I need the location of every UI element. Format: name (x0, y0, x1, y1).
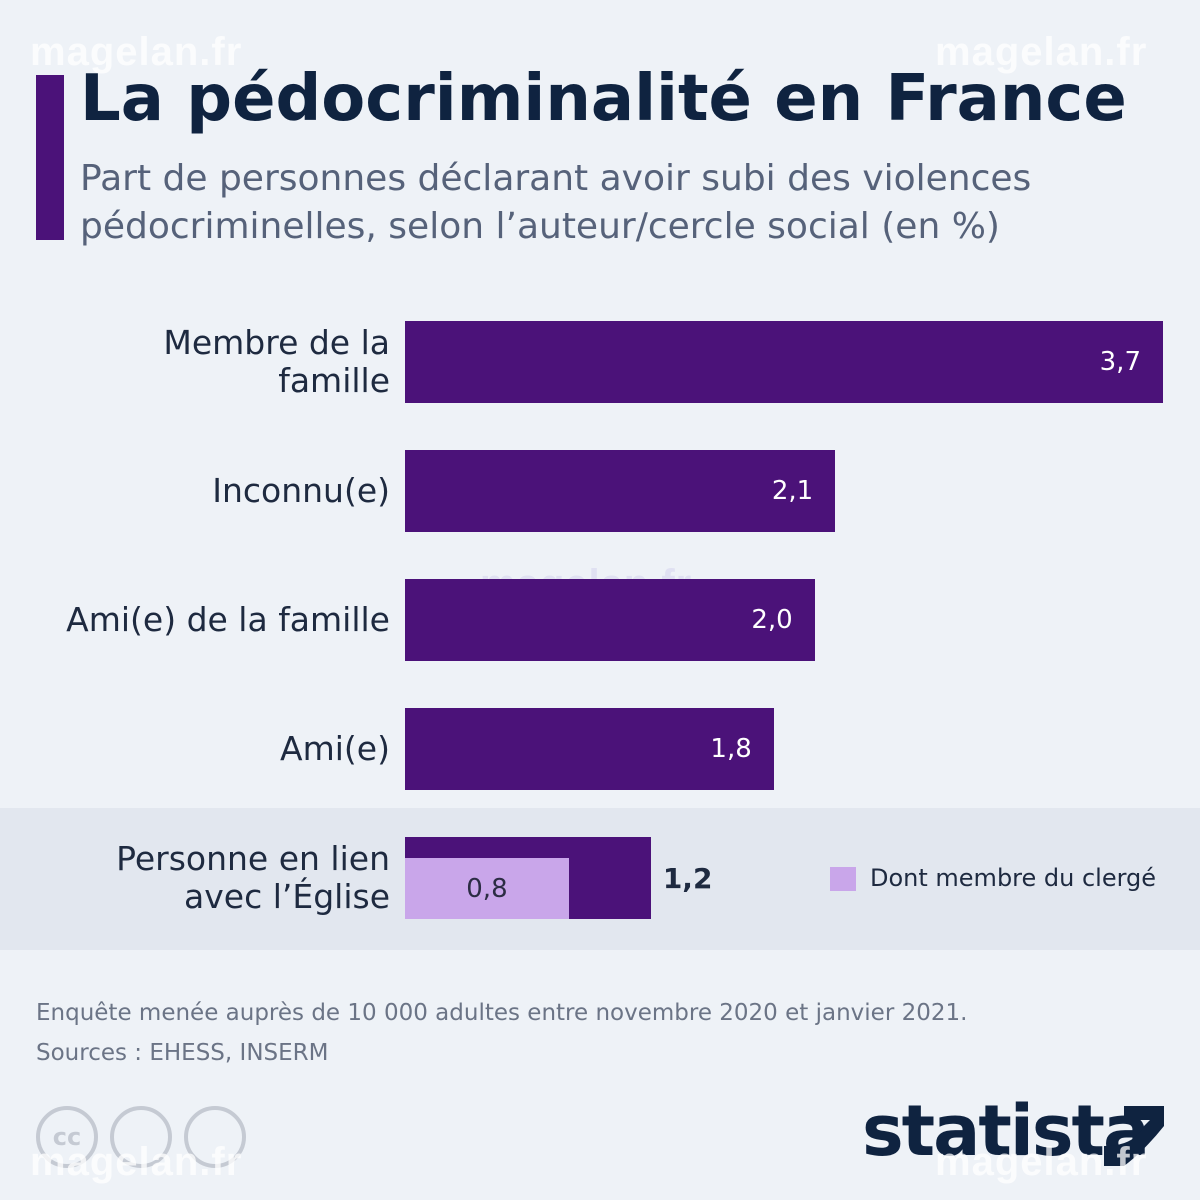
chart-subtitle: Part de personnes déclarant avoir subi d… (80, 158, 1032, 247)
legend-swatch (830, 867, 856, 891)
logo-mark (1104, 1106, 1164, 1166)
value-label: 1,2 (662, 861, 713, 895)
title-stripe (36, 75, 64, 240)
bar (405, 579, 815, 661)
bar (405, 321, 1163, 403)
category-label: Inconnu(e) (212, 471, 390, 510)
chart-title: La pédocriminalité en France (80, 62, 1127, 136)
legend-label: Dont membre du clergé (870, 864, 1157, 892)
logo: statista (862, 1090, 1150, 1172)
by-icon (110, 1106, 172, 1168)
watermark: magelan.fr (30, 30, 243, 74)
value-label: 3,7 (1099, 347, 1141, 377)
bar (405, 858, 569, 919)
license-icon: cc (36, 1106, 98, 1168)
value-label: 2,1 (771, 476, 814, 506)
bar (405, 450, 836, 532)
value-label: 0,8 (466, 873, 508, 904)
footer-source: Sources : EHESS, INSERM (36, 1040, 329, 1066)
category-label: Membre de la famille (163, 323, 390, 400)
value-label: 1,8 (710, 734, 752, 764)
watermark: magelan.fr (935, 30, 1148, 74)
watermark: magelan.fr (30, 1140, 243, 1184)
category-label: Personne en lien avec l’Église (116, 839, 390, 916)
footer-note: Enquête menée auprès de 10 000 adultes e… (36, 1000, 968, 1026)
value-label: 2,0 (751, 605, 793, 635)
watermark: magelan.fr (935, 1140, 1148, 1184)
category-label: Ami(e) de la famille (66, 600, 390, 639)
nd-icon (184, 1106, 246, 1168)
category-label: Ami(e) (280, 729, 390, 768)
bar (405, 708, 774, 790)
